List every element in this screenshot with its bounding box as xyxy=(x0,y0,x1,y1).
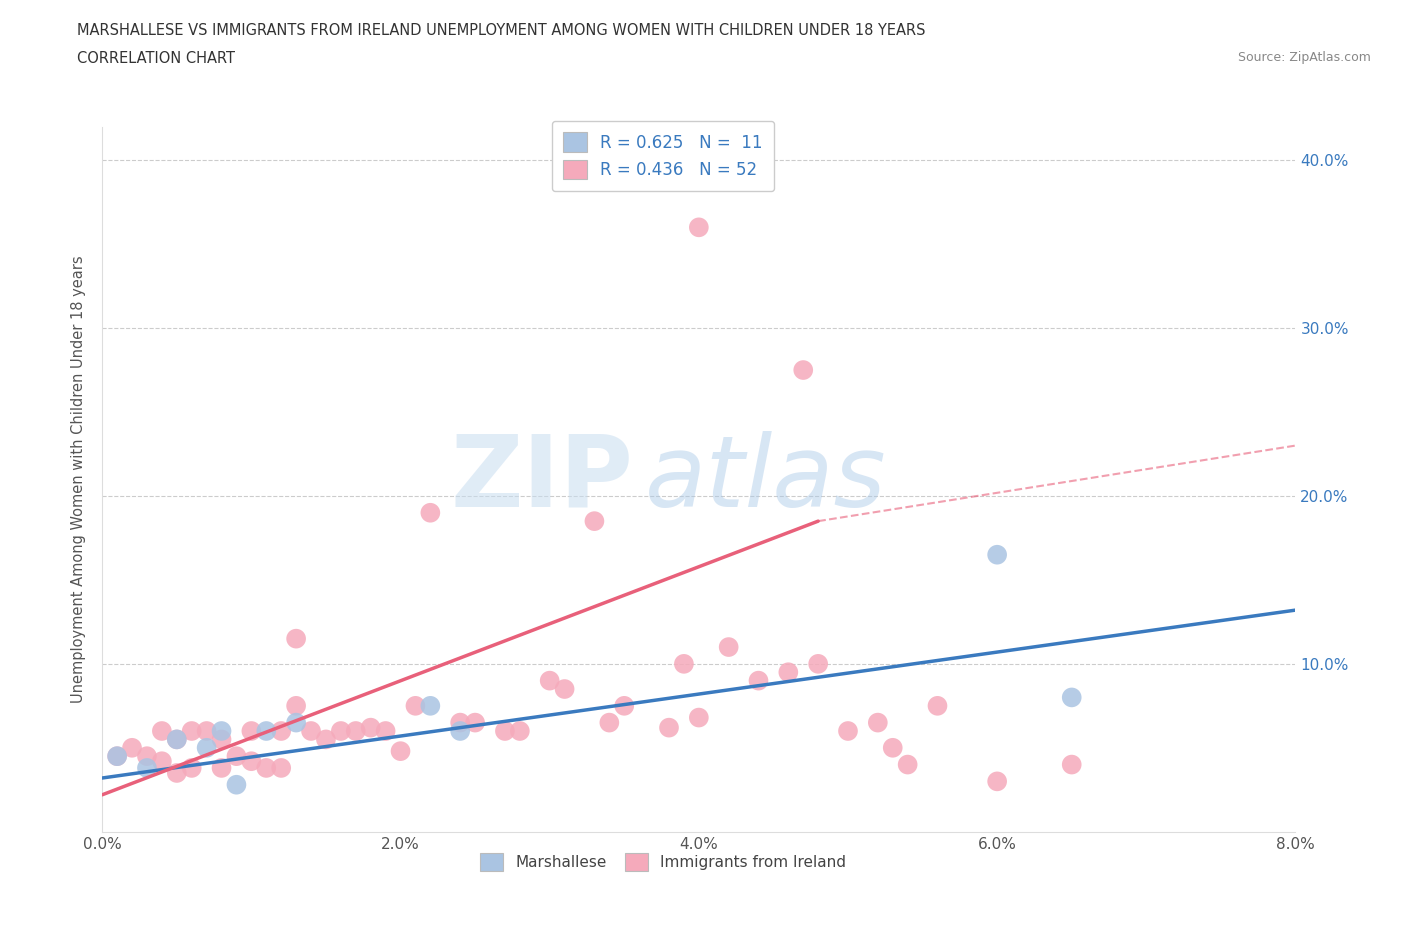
Point xyxy=(225,777,247,792)
Point xyxy=(285,698,308,713)
Point xyxy=(986,547,1008,562)
Point xyxy=(494,724,516,738)
Text: Source: ZipAtlas.com: Source: ZipAtlas.com xyxy=(1237,51,1371,64)
Point xyxy=(180,724,202,738)
Point xyxy=(1060,757,1083,772)
Point xyxy=(240,724,263,738)
Point xyxy=(419,505,441,520)
Point xyxy=(419,698,441,713)
Point xyxy=(837,724,859,738)
Point xyxy=(792,363,814,378)
Point xyxy=(211,761,233,776)
Point xyxy=(927,698,949,713)
Point xyxy=(225,749,247,764)
Point xyxy=(374,724,396,738)
Point xyxy=(254,761,277,776)
Point xyxy=(240,754,263,769)
Point xyxy=(136,761,159,776)
Point xyxy=(360,720,382,735)
Point xyxy=(747,673,769,688)
Y-axis label: Unemployment Among Women with Children Under 18 years: Unemployment Among Women with Children U… xyxy=(72,256,86,703)
Point xyxy=(315,732,337,747)
Point xyxy=(404,698,426,713)
Point xyxy=(136,749,159,764)
Point xyxy=(150,754,173,769)
Point xyxy=(211,732,233,747)
Point xyxy=(105,749,128,764)
Point xyxy=(211,724,233,738)
Point xyxy=(554,682,576,697)
Point xyxy=(449,715,471,730)
Point xyxy=(329,724,352,738)
Point xyxy=(688,711,710,725)
Point xyxy=(150,724,173,738)
Text: atlas: atlas xyxy=(645,431,887,527)
Point xyxy=(672,657,695,671)
Point xyxy=(464,715,486,730)
Point xyxy=(166,732,188,747)
Point xyxy=(688,219,710,234)
Point xyxy=(166,732,188,747)
Point xyxy=(195,740,218,755)
Point xyxy=(866,715,889,730)
Point xyxy=(254,724,277,738)
Point xyxy=(121,740,143,755)
Point xyxy=(717,640,740,655)
Legend: Marshallese, Immigrants from Ireland: Marshallese, Immigrants from Ireland xyxy=(474,847,852,877)
Point xyxy=(778,665,800,680)
Point xyxy=(538,673,561,688)
Point xyxy=(598,715,620,730)
Point xyxy=(882,740,904,755)
Point xyxy=(807,657,830,671)
Point xyxy=(285,631,308,646)
Point xyxy=(166,765,188,780)
Point xyxy=(897,757,920,772)
Point xyxy=(270,724,292,738)
Point xyxy=(658,720,681,735)
Text: ZIP: ZIP xyxy=(450,431,633,527)
Point xyxy=(1060,690,1083,705)
Text: MARSHALLESE VS IMMIGRANTS FROM IRELAND UNEMPLOYMENT AMONG WOMEN WITH CHILDREN UN: MARSHALLESE VS IMMIGRANTS FROM IRELAND U… xyxy=(77,23,925,38)
Point xyxy=(389,744,412,759)
Point xyxy=(285,715,308,730)
Point xyxy=(105,749,128,764)
Point xyxy=(299,724,322,738)
Point xyxy=(195,724,218,738)
Text: CORRELATION CHART: CORRELATION CHART xyxy=(77,51,235,66)
Point xyxy=(613,698,636,713)
Point xyxy=(270,761,292,776)
Point xyxy=(449,724,471,738)
Point xyxy=(583,513,606,528)
Point xyxy=(180,761,202,776)
Point xyxy=(509,724,531,738)
Point xyxy=(986,774,1008,789)
Point xyxy=(344,724,367,738)
